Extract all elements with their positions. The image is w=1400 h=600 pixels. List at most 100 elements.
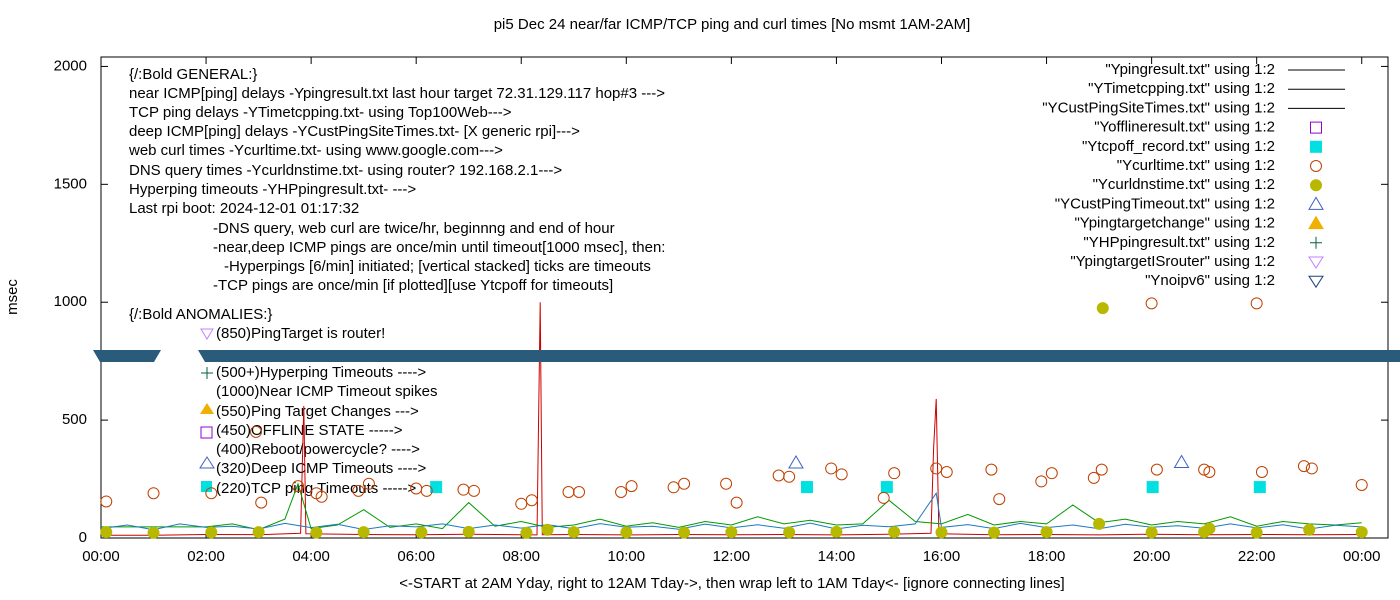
data-point [567,526,580,539]
legend-label: "Yofflineresult.txt" using 1:2 [1094,119,1275,136]
data-point [1040,526,1053,539]
legend-symbol [1308,275,1324,289]
data-point [562,486,575,499]
annotation: TCP ping delays -YTimetcpping.txt- using… [129,104,512,121]
x-tick-label: 00:00 [82,548,120,565]
data-point [835,468,848,481]
x-tick-label: 18:00 [1028,548,1066,565]
data-point [1303,523,1316,536]
data-point [352,484,365,497]
data-point [1096,302,1109,315]
data-point [1145,526,1158,539]
data-point [249,425,262,438]
legend-symbol [1308,256,1324,269]
legend-symbol [1310,236,1322,249]
x-tick-label: 10:00 [608,548,646,565]
data-point [1355,526,1368,539]
break-band [93,350,161,362]
x-axis-label: <-START at 2AM Yday, right to 12AM Tday-… [399,575,1064,592]
y-tick-label: 2000 [54,57,87,74]
legend-label: "YCustPingTimeout.txt" using 1:2 [1055,195,1275,212]
annotation: -DNS query, web curl are twice/hr, begin… [213,220,615,237]
annotation: (450)OFFLINE STATE -----> [216,422,403,439]
data-point [825,462,838,475]
chart-title: pi5 Dec 24 near/far ICMP/TCP ping and cu… [494,16,971,33]
data-point [880,481,893,494]
x-tick-label: 22:00 [1238,548,1276,565]
data-point [772,469,785,482]
legend-label: "YCustPingSiteTimes.txt" using 1:2 [1042,99,1275,116]
data-point [520,526,533,539]
data-point [730,496,743,509]
annotation: -Hyperpings [6/min] initiated; [vertical… [224,258,651,275]
data-point [720,477,733,490]
data-point [291,480,304,493]
annotation: Last rpi boot: 2024-12-01 01:17:32 [129,200,359,217]
legend-label: "Ypingtargetchange" using 1:2 [1074,215,1275,232]
data-point [877,491,890,504]
data-point [420,484,433,497]
icon [199,456,215,469]
x-tick-label: 08:00 [502,548,540,565]
data-point [252,526,265,539]
icon [200,426,213,439]
plot-frame [100,56,1389,539]
annotation: (220)TCP ping Timeouts -----> [216,480,416,497]
annotation: deep ICMP[ping] delays -YCustPingSiteTim… [129,123,580,140]
data-point [678,526,691,539]
x-tick-label: 20:00 [1133,548,1171,565]
data-point [315,490,328,503]
x-tick-label: 06:00 [397,548,435,565]
legend-label: "YHPpingresult.txt" using 1:2 [1083,234,1275,251]
x-tick-label: 14:00 [818,548,856,565]
data-point [205,487,218,500]
legend-symbol [1308,215,1324,230]
data-point [1203,465,1216,478]
data-point [725,526,738,539]
data-point [310,526,323,539]
data-point [362,477,375,490]
data-point [255,496,268,509]
annotation: (320)Deep ICMP Timeouts ----> [216,460,426,477]
data-point [1198,463,1211,476]
data-point [1253,481,1266,494]
data-point [457,483,470,496]
data-point [573,486,586,499]
legend-label: "YpingtargetISrouter" using 1:2 [1070,253,1275,270]
x-tick-label: 00:00 [1343,548,1381,565]
data-point [830,525,843,538]
legend-symbol [1308,196,1324,210]
data-point [1203,522,1216,535]
data-point [930,462,943,475]
data-point [988,526,1001,539]
break-band [198,350,1400,362]
data-point [1250,297,1263,310]
y-tick-label: 500 [62,411,87,428]
icon [201,367,213,379]
annotation: web curl times -Ycurltime.txt- using www… [128,142,503,159]
annotation: (1000)Near ICMP Timeout spikes [216,383,437,400]
data-point [1087,471,1100,484]
icon [200,403,214,414]
data-point [985,463,998,476]
legend-symbol [1310,140,1322,153]
data-point [462,525,475,538]
data-point [783,526,796,539]
data-point [467,484,480,497]
annotation: near ICMP[ping] delays -Ypingresult.txt … [129,85,665,102]
x-tick-label: 16:00 [923,548,961,565]
y-axis-label: msec [4,279,21,315]
x-tick-label: 12:00 [713,548,751,565]
legend-label: "Ycurltime.txt" using 1:2 [1117,157,1275,174]
annotation: -near,deep ICMP pings are once/min until… [213,239,665,256]
annotation: -TCP pings are once/min [if plotted][use… [213,277,613,294]
data-point [1045,467,1058,480]
annotation: (850)PingTarget is router! [216,325,385,342]
legend-symbol [1310,160,1322,172]
x-tick-label: 02:00 [187,548,225,565]
data-point [940,465,953,478]
series-line [100,491,1362,531]
data-point [625,480,638,493]
data-point [100,495,113,508]
